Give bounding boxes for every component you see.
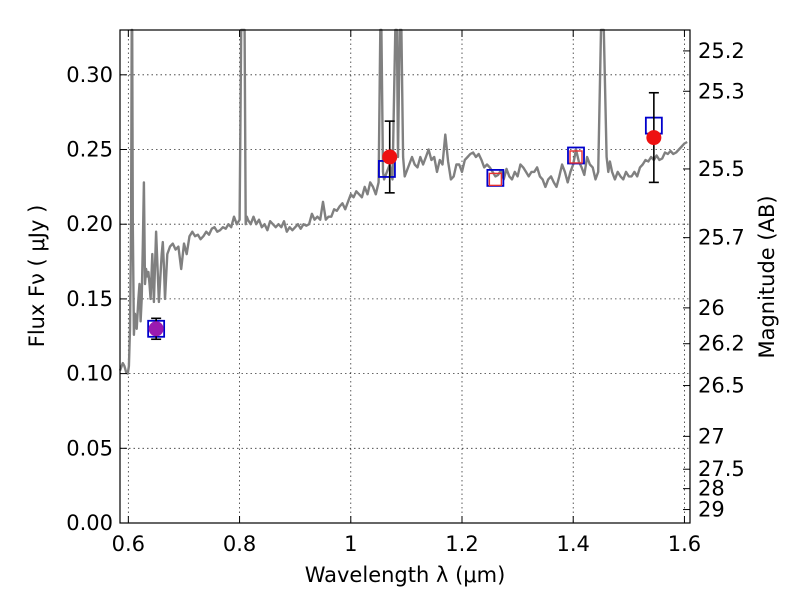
plot-frame [119, 29, 691, 524]
y-tick-label: 0.25 [66, 138, 113, 162]
right-tick-label: 27 [698, 424, 725, 448]
circle-point [646, 130, 662, 146]
y-tick-label: 0.05 [66, 436, 113, 460]
right-axis-title: Magnitude (AB) [755, 195, 779, 358]
right-tick-label: 25.3 [698, 79, 745, 103]
x-tick-label: 1.2 [445, 532, 478, 556]
right-tick-label: 28 [698, 477, 725, 501]
spectrum-layer [118, 28, 688, 375]
x-tick-label: 1.6 [668, 532, 701, 556]
x-tick-label: 0.8 [223, 532, 256, 556]
y-axis-title: Flux Fν ( μJy ) [25, 205, 49, 348]
x-axis-title: Wavelength λ (μm) [305, 563, 506, 587]
y-tick-label: 0.10 [66, 362, 113, 386]
y-tick-label: 0.00 [66, 511, 113, 535]
x-tick-label: 1.4 [557, 532, 590, 556]
inner-box-marker [569, 150, 583, 164]
y-tick-label: 0.15 [66, 287, 113, 311]
tick-layer: 0.6 0.8 1 1.2 1.4 1.6 0.00 0.05 0.10 0.15 0.20 0.25… [66, 30, 745, 556]
right-tick-label: 25.2 [698, 39, 745, 63]
right-tick-label: 25.5 [698, 157, 745, 181]
right-tick-label: 25.7 [698, 226, 745, 250]
right-tick-label: 26 [698, 296, 725, 320]
spectrum-line [118, 28, 688, 375]
circle-point [382, 149, 398, 165]
right-tick-label: 29 [698, 498, 725, 522]
marker-layer [147, 91, 663, 341]
inner-box-marker [488, 172, 503, 187]
y-tick-label: 0.20 [66, 212, 113, 236]
x-tick-label: 1 [344, 532, 357, 556]
purple-point [148, 321, 164, 337]
y-tick-label: 0.30 [66, 63, 113, 87]
right-tick-label: 26.5 [698, 374, 745, 398]
right-tick-label: 26.2 [698, 332, 745, 356]
right-tick-label: 27.5 [698, 457, 745, 481]
x-tick-label: 0.6 [112, 532, 145, 556]
